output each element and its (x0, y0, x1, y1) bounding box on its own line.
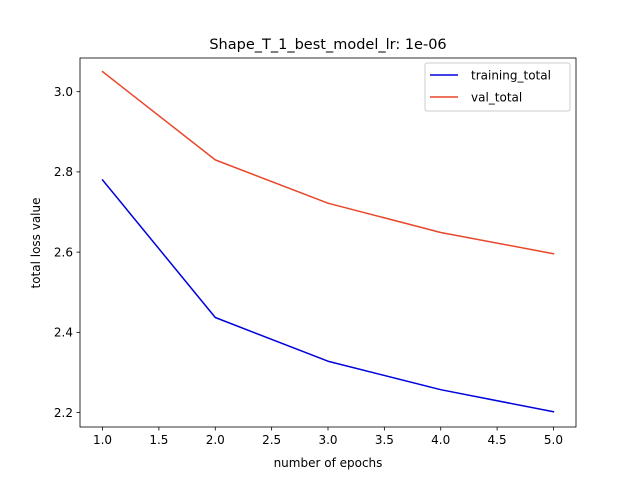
chart-title: Shape_T_1_best_model_lr: 1e-06 (209, 37, 446, 53)
legend-box (424, 62, 571, 112)
x-tick-label: 4.0 (431, 433, 450, 447)
y-axis-label: total loss value (29, 197, 43, 288)
legend: training_total val_total (424, 62, 571, 112)
legend-label-training_total: training_total (471, 68, 551, 82)
x-axis-label: number of epochs (274, 456, 383, 470)
y-tick-label: 2.4 (54, 326, 73, 340)
x-tick-label: 2.0 (206, 433, 225, 447)
series-layer (101, 70, 555, 413)
x-tick-label: 3.0 (318, 433, 337, 447)
legend-label-val_total: val_total (471, 90, 522, 104)
y-tick-label: 2.2 (54, 406, 73, 420)
x-tick-label: 1.0 (93, 433, 112, 447)
axes-layer: 1.0 1.5 2.0 2.5 3.0 3.5 4.0 4.5 5.0 2.2 2.4 2.6 2.8 3… (54, 57, 577, 447)
x-tick-label: 1.5 (149, 433, 168, 447)
x-tick-label: 4.5 (488, 433, 507, 447)
x-tick-label: 5.0 (544, 433, 563, 447)
x-tick-label: 3.5 (375, 433, 394, 447)
x-tick-label: 2.5 (262, 433, 281, 447)
y-tick-label: 2.6 (54, 245, 73, 259)
y-tick-label: 3.0 (54, 85, 73, 99)
y-tick-label: 2.8 (54, 165, 73, 179)
